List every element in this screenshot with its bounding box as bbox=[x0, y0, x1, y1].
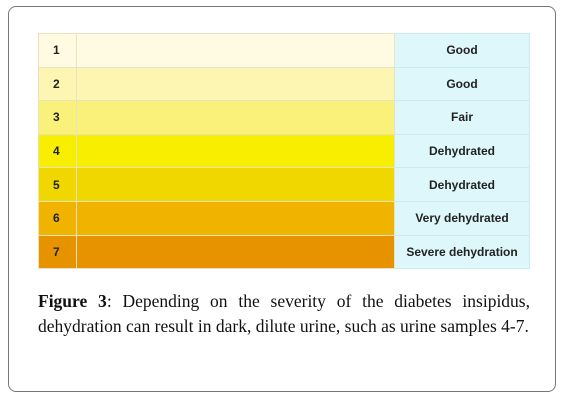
hydration-label: Fair bbox=[394, 100, 530, 135]
sample-number: 1 bbox=[38, 33, 77, 68]
table-row: 4 Dehydrated bbox=[38, 133, 530, 169]
urine-color-table: 1 Good 2 Good 3 Fair 4 Dehydrated 5 Dehydrated 6 Ve… bbox=[38, 33, 530, 270]
color-swatch bbox=[76, 33, 395, 68]
table-row: 5 Dehydrated bbox=[38, 167, 530, 202]
figure-frame bbox=[8, 6, 556, 392]
table-row: 3 Fair bbox=[38, 100, 530, 135]
table-row: 1 Good bbox=[38, 33, 530, 68]
caption-text: : Depending on the severity of the diabe… bbox=[38, 291, 530, 336]
hydration-label: Good bbox=[394, 33, 530, 68]
hydration-label: Dehydrated bbox=[394, 133, 530, 169]
color-swatch bbox=[76, 234, 395, 270]
table-row: 2 Good bbox=[38, 66, 530, 102]
sample-number: 5 bbox=[38, 167, 77, 202]
sample-number: 7 bbox=[38, 234, 77, 270]
sample-number: 6 bbox=[38, 200, 77, 236]
color-swatch bbox=[76, 66, 395, 102]
figure-caption: Figure 3: Depending on the severity of t… bbox=[38, 289, 530, 338]
sample-number: 4 bbox=[38, 133, 77, 169]
color-swatch bbox=[76, 133, 395, 169]
sample-number: 3 bbox=[38, 100, 77, 135]
table-row: 7 Severe dehydration bbox=[38, 234, 530, 270]
color-swatch bbox=[76, 167, 395, 202]
hydration-label: Good bbox=[394, 66, 530, 102]
table-row: 6 Very dehydrated bbox=[38, 200, 530, 236]
color-swatch bbox=[76, 100, 395, 135]
hydration-label: Dehydrated bbox=[394, 167, 530, 202]
caption-label: Figure 3 bbox=[38, 291, 107, 311]
hydration-label: Severe dehydration bbox=[394, 234, 530, 270]
color-swatch bbox=[76, 200, 395, 236]
hydration-label: Very dehydrated bbox=[394, 200, 530, 236]
sample-number: 2 bbox=[38, 66, 77, 102]
